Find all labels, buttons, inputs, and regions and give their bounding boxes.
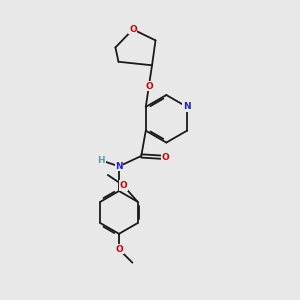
Text: O: O — [129, 25, 137, 34]
Text: O: O — [119, 181, 127, 190]
Text: O: O — [145, 82, 153, 91]
Text: O: O — [115, 245, 123, 254]
Text: H: H — [98, 156, 105, 165]
Text: N: N — [183, 102, 191, 111]
Text: O: O — [161, 153, 169, 162]
Text: N: N — [115, 162, 123, 171]
